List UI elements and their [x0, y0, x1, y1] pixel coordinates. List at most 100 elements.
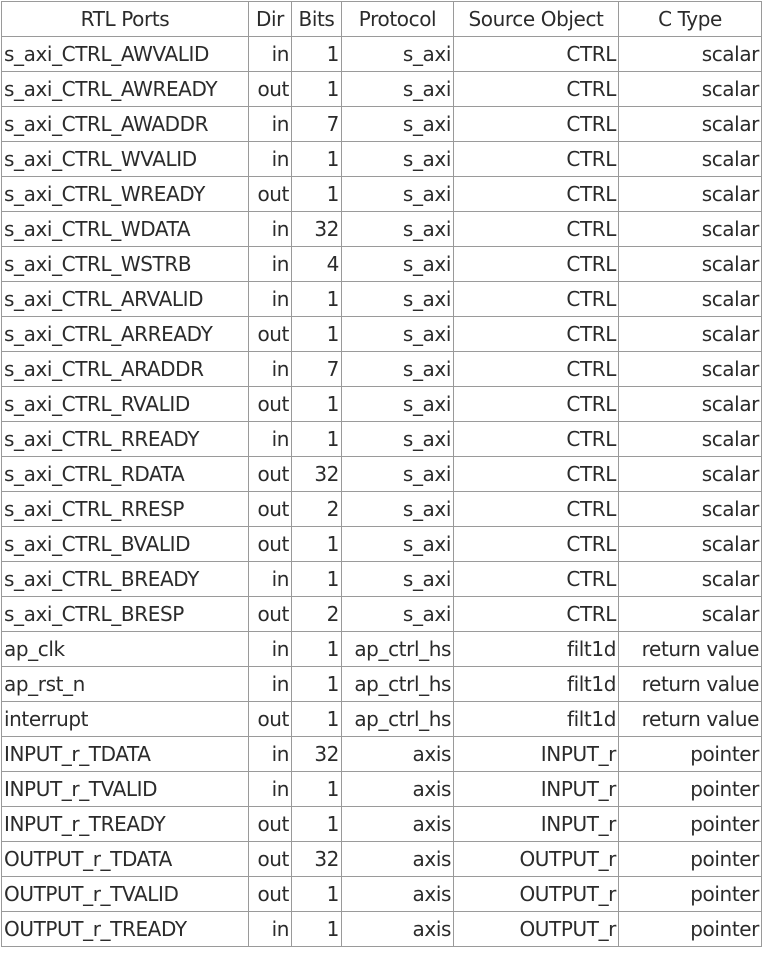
port-name-cell: s_axi_CTRL_AWREADY [1, 71, 249, 107]
table-row: s_axi_CTRL_BREADY in 1 s_axi CTRL scalar [1, 561, 762, 597]
port-name-cell: OUTPUT_r_TREADY [1, 911, 249, 947]
protocol-cell: s_axi [341, 421, 454, 457]
bits-cell: 1 [291, 771, 342, 807]
table-row: INPUT_r_TDATA in 32 axis INPUT_r pointer [1, 736, 762, 772]
protocol-cell: s_axi [341, 141, 454, 177]
c-type-cell: scalar [618, 316, 762, 352]
bits-cell: 32 [291, 456, 342, 492]
source-object-cell: CTRL [453, 141, 619, 177]
protocol-cell: s_axi [341, 36, 454, 72]
protocol-cell: axis [341, 876, 454, 912]
source-object-cell: CTRL [453, 246, 619, 282]
c-type-cell: scalar [618, 36, 762, 72]
table-row: s_axi_CTRL_RRESP out 2 s_axi CTRL scalar [1, 491, 762, 527]
table-row: interrupt out 1 ap_ctrl_hs filt1d return valu… [1, 701, 762, 737]
header-bits: Bits [291, 1, 342, 37]
port-name-cell: s_axi_CTRL_RREADY [1, 421, 249, 457]
protocol-cell: s_axi [341, 526, 454, 562]
c-type-cell: scalar [618, 351, 762, 387]
source-object-cell: OUTPUT_r [453, 876, 619, 912]
port-name-cell: s_axi_CTRL_ARVALID [1, 281, 249, 317]
direction-cell: out [248, 701, 292, 737]
table-row: INPUT_r_TREADY out 1 axis INPUT_r pointer [1, 806, 762, 842]
source-object-cell: CTRL [453, 211, 619, 247]
source-object-cell: CTRL [453, 351, 619, 387]
header-c-type: C Type [618, 1, 762, 37]
source-object-cell: CTRL [453, 596, 619, 632]
source-object-cell: INPUT_r [453, 771, 619, 807]
bits-cell: 1 [291, 876, 342, 912]
direction-cell: out [248, 71, 292, 107]
port-name-cell: s_axi_CTRL_RDATA [1, 456, 249, 492]
c-type-cell: pointer [618, 911, 762, 947]
source-object-cell: CTRL [453, 526, 619, 562]
c-type-cell: scalar [618, 526, 762, 562]
direction-cell: in [248, 771, 292, 807]
direction-cell: out [248, 456, 292, 492]
direction-cell: out [248, 176, 292, 212]
direction-cell: in [248, 421, 292, 457]
c-type-cell: scalar [618, 141, 762, 177]
table-row: ap_clk in 1 ap_ctrl_hs filt1d return value [1, 631, 762, 667]
bits-cell: 1 [291, 386, 342, 422]
protocol-cell: s_axi [341, 71, 454, 107]
table-row: s_axi_CTRL_BRESP out 2 s_axi CTRL scalar [1, 596, 762, 632]
c-type-cell: scalar [618, 421, 762, 457]
bits-cell: 1 [291, 36, 342, 72]
c-type-cell: pointer [618, 806, 762, 842]
protocol-cell: s_axi [341, 351, 454, 387]
c-type-cell: pointer [618, 771, 762, 807]
protocol-cell: axis [341, 841, 454, 877]
port-name-cell: s_axi_CTRL_RRESP [1, 491, 249, 527]
protocol-cell: s_axi [341, 491, 454, 527]
direction-cell: in [248, 246, 292, 282]
bits-cell: 32 [291, 736, 342, 772]
source-object-cell: CTRL [453, 71, 619, 107]
port-name-cell: OUTPUT_r_TDATA [1, 841, 249, 877]
bits-cell: 1 [291, 526, 342, 562]
protocol-cell: ap_ctrl_hs [341, 631, 454, 667]
table-row: OUTPUT_r_TREADY in 1 axis OUTPUT_r pointer [1, 911, 762, 947]
port-name-cell: s_axi_CTRL_WREADY [1, 176, 249, 212]
protocol-cell: axis [341, 736, 454, 772]
bits-cell: 2 [291, 596, 342, 632]
protocol-cell: s_axi [341, 561, 454, 597]
table-row: OUTPUT_r_TVALID out 1 axis OUTPUT_r pointer [1, 876, 762, 912]
c-type-cell: pointer [618, 841, 762, 877]
direction-cell: out [248, 596, 292, 632]
protocol-cell: axis [341, 806, 454, 842]
table-row: s_axi_CTRL_ARADDR in 7 s_axi CTRL scalar [1, 351, 762, 387]
direction-cell: in [248, 736, 292, 772]
direction-cell: out [248, 806, 292, 842]
port-name-cell: s_axi_CTRL_ARREADY [1, 316, 249, 352]
protocol-cell: s_axi [341, 316, 454, 352]
table-row: s_axi_CTRL_RDATA out 32 s_axi CTRL scalar [1, 456, 762, 492]
source-object-cell: CTRL [453, 561, 619, 597]
table-row: s_axi_CTRL_RREADY in 1 s_axi CTRL scalar [1, 421, 762, 457]
protocol-cell: axis [341, 911, 454, 947]
table-row: s_axi_CTRL_AWVALID in 1 s_axi CTRL scalar [1, 36, 762, 72]
source-object-cell: OUTPUT_r [453, 841, 619, 877]
table-row: s_axi_CTRL_WDATA in 32 s_axi CTRL scalar [1, 211, 762, 247]
source-object-cell: CTRL [453, 456, 619, 492]
protocol-cell: s_axi [341, 106, 454, 142]
protocol-cell: ap_ctrl_hs [341, 701, 454, 737]
source-object-cell: filt1d [453, 631, 619, 667]
bits-cell: 1 [291, 701, 342, 737]
port-name-cell: s_axi_CTRL_BVALID [1, 526, 249, 562]
table-row: OUTPUT_r_TDATA out 32 axis OUTPUT_r pointer [1, 841, 762, 877]
port-name-cell: INPUT_r_TDATA [1, 736, 249, 772]
bits-cell: 1 [291, 421, 342, 457]
direction-cell: out [248, 491, 292, 527]
c-type-cell: scalar [618, 386, 762, 422]
port-name-cell: s_axi_CTRL_WDATA [1, 211, 249, 247]
direction-cell: in [248, 281, 292, 317]
bits-cell: 2 [291, 491, 342, 527]
header-dir: Dir [248, 1, 292, 37]
header-source-object: Source Object [453, 1, 619, 37]
c-type-cell: scalar [618, 456, 762, 492]
protocol-cell: s_axi [341, 386, 454, 422]
protocol-cell: s_axi [341, 281, 454, 317]
c-type-cell: scalar [618, 71, 762, 107]
source-object-cell: INPUT_r [453, 736, 619, 772]
